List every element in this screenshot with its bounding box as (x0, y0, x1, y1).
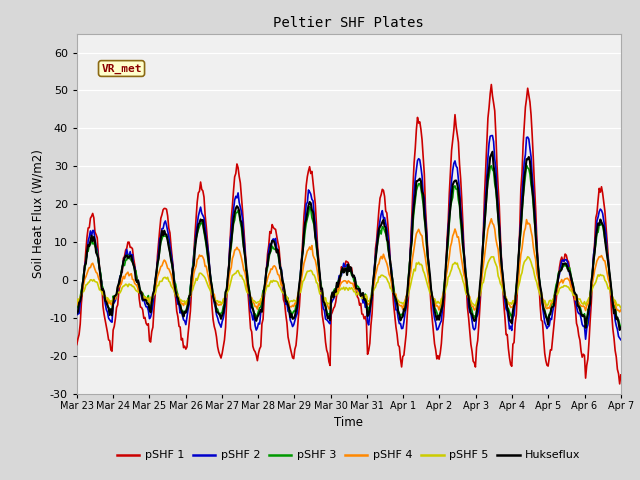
Title: Peltier SHF Plates: Peltier SHF Plates (273, 16, 424, 30)
X-axis label: Time: Time (334, 416, 364, 429)
Legend: pSHF 1, pSHF 2, pSHF 3, pSHF 4, pSHF 5, Hukseflux: pSHF 1, pSHF 2, pSHF 3, pSHF 4, pSHF 5, … (113, 446, 585, 465)
Y-axis label: Soil Heat Flux (W/m2): Soil Heat Flux (W/m2) (31, 149, 44, 278)
Text: VR_met: VR_met (101, 63, 142, 73)
